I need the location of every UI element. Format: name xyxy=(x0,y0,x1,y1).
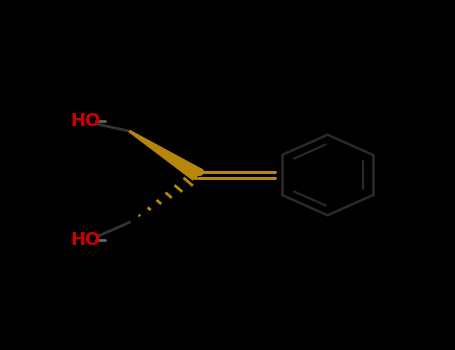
Text: P: P xyxy=(192,168,203,182)
Text: HO: HO xyxy=(71,231,101,249)
Text: HO: HO xyxy=(71,112,101,130)
Polygon shape xyxy=(129,131,203,180)
